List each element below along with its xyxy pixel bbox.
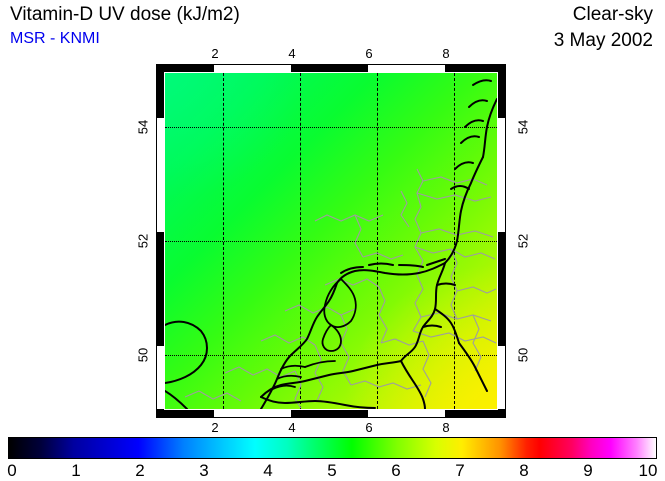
colorbar-tick-5: 5	[327, 461, 337, 480]
tick-lat-right-50: 50	[515, 347, 531, 363]
tick-lon-bottom-4: 4	[288, 420, 296, 435]
frame-segment-bottom	[291, 410, 368, 417]
frame-segment-left	[157, 409, 164, 417]
tick-lon-top-4: 4	[288, 46, 296, 61]
tick-lat-left-52: 52	[135, 233, 151, 249]
tick-lat-left-54: 54	[135, 119, 151, 135]
frame-segment-right	[498, 409, 505, 417]
frame-segment-right	[498, 232, 505, 346]
colorbar-tick-0: 0	[7, 461, 17, 480]
national-borders	[260, 262, 488, 409]
tick-lon-bottom-8: 8	[442, 420, 450, 435]
page-title: Vitamin-D UV dose (kJ/m2)	[10, 4, 240, 25]
colorbar-tick-8: 8	[519, 461, 529, 480]
colorbar-tick-7: 7	[455, 461, 465, 480]
colorbar-tick-10: 10	[638, 461, 658, 480]
frame-segment-right	[498, 65, 505, 118]
frame-segment-top	[445, 65, 505, 72]
colorbar-tick-2: 2	[135, 461, 145, 480]
tick-lon-bottom-6: 6	[365, 420, 373, 435]
tick-lat-right-54: 54	[515, 119, 531, 135]
tick-lon-top-2: 2	[211, 46, 219, 61]
colorbar-tick-4: 4	[263, 461, 273, 480]
colorbar-tick-9: 9	[583, 461, 593, 480]
coastline	[165, 79, 497, 409]
map-plot-area	[165, 73, 497, 409]
frame-segment-bottom	[157, 410, 214, 417]
frame-segment-left	[157, 232, 164, 346]
frame-segment-top	[291, 65, 368, 72]
frame-segment-left	[157, 65, 164, 118]
sky-condition-label: Clear-sky	[572, 4, 653, 25]
tick-lat-right-52: 52	[515, 233, 531, 249]
geography-overlay	[165, 79, 497, 409]
colorbar-gradient	[8, 437, 657, 459]
tick-lon-bottom-2: 2	[211, 420, 219, 435]
tick-lat-left-50: 50	[135, 347, 151, 363]
frame-segment-bottom	[445, 410, 505, 417]
colorbar-tick-1: 1	[71, 461, 81, 480]
uv-dose-map	[156, 64, 506, 418]
colorbar	[8, 437, 657, 459]
colorbar-tick-6: 6	[391, 461, 401, 480]
date-label: 3 May 2002	[553, 30, 653, 51]
frame-segment-top	[157, 65, 214, 72]
tick-lon-top-8: 8	[442, 46, 450, 61]
data-source-label: MSR - KNMI	[10, 30, 100, 47]
tick-lon-top-6: 6	[365, 46, 373, 61]
colorbar-tick-3: 3	[199, 461, 209, 480]
